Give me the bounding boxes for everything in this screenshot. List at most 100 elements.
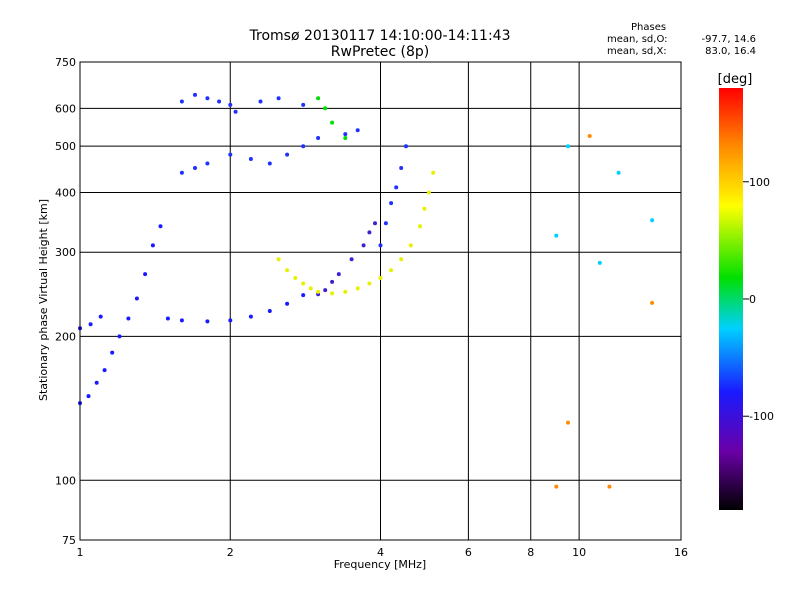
data-point [343,132,348,137]
stats-heading: Phases [631,22,667,33]
x-tick-label: 2 [227,546,234,559]
y-tick-label: 100 [55,474,76,487]
x-axis-label: Frequency [MHz] [334,558,426,571]
data-point [205,96,210,101]
data-point [422,206,427,211]
data-point [285,152,290,157]
data-point [150,243,155,248]
data-point [258,99,263,104]
data-point [248,157,253,161]
data-point [117,334,122,339]
data-point [587,134,592,138]
data-point [179,318,184,323]
data-point [607,484,612,489]
y-tick-label: 75 [62,534,76,547]
data-point [102,368,107,373]
data-point [383,221,388,226]
stats-x-values: 83.0, 16.4 [705,46,756,57]
grid-lines [80,62,681,540]
data-point [361,243,366,248]
data-point [349,257,354,262]
plot-area-frame [79,61,682,541]
data-point [418,224,422,229]
data-point [228,318,233,323]
x-tick-label: 10 [572,546,586,559]
colorbar-tick-label: 100 [749,176,770,189]
axis-ticks: 1 2 4 6 8 10 16 75 100 200 300 400 500 600 750 [55,56,688,559]
data-point [650,218,655,223]
data-point [394,185,399,190]
data-point [301,144,306,149]
chart-subtitle: RwPretec (8p) [330,44,430,60]
data-point [404,144,408,149]
colorbar-label: [deg] [718,72,753,87]
x-tick-label: 4 [377,546,384,559]
data-point [308,286,313,291]
data-point [426,190,431,195]
data-point [193,166,197,170]
data-point [193,92,197,97]
colorbar [719,88,743,510]
data-point [301,281,306,286]
data-point [316,136,321,140]
data-point [205,161,210,166]
data-point [336,272,341,277]
data-point [94,380,99,385]
data-point [399,166,404,170]
data-point [330,279,335,284]
stats-o-values: -97.7, 14.6 [701,34,757,45]
data-point [143,272,148,277]
colorbar-ticks: 100 0 -100 [743,176,774,423]
data-point [134,296,139,301]
data-point [355,128,360,133]
data-point [554,233,559,238]
data-point [367,230,372,235]
y-tick-label: 200 [55,330,76,343]
data-point [323,288,328,293]
data-point [301,293,306,298]
data-point [616,170,621,175]
data-point [367,281,372,286]
data-point [323,106,328,111]
data-point [343,136,348,140]
colorbar-tick-label: 0 [749,293,756,306]
data-point [267,309,272,313]
data-point [165,316,170,321]
data-point [228,102,233,107]
data-point [316,96,321,101]
data-point [228,152,233,157]
data-point [378,276,383,280]
data-point [316,289,321,294]
data-point [301,102,306,107]
data-point [217,99,222,104]
data-point [343,289,348,294]
data-point [126,316,131,321]
data-point [110,350,115,355]
y-tick-label: 600 [55,102,76,115]
x-tick-label: 6 [465,546,472,559]
data-point [158,224,163,229]
data-point [285,301,290,306]
data-point [566,420,570,425]
y-tick-label: 750 [55,56,76,69]
data-point [650,300,655,305]
data-point [389,201,394,206]
data-point [205,319,210,324]
y-tick-label: 500 [55,140,76,153]
data-point [179,99,184,104]
data-point [276,96,281,101]
data-point [597,260,602,265]
y-tick-label: 300 [55,246,76,259]
x-tick-label: 8 [527,546,534,559]
data-point [285,268,290,273]
stats-o-label: mean, sd,O: [607,34,668,45]
data-point [267,161,272,166]
data-point [233,109,238,114]
data-point [98,314,103,319]
data-point [276,257,281,262]
data-point [293,276,298,280]
x-tick-label: 1 [77,546,84,559]
data-point [378,243,383,248]
x-tick-label: 16 [674,546,688,559]
